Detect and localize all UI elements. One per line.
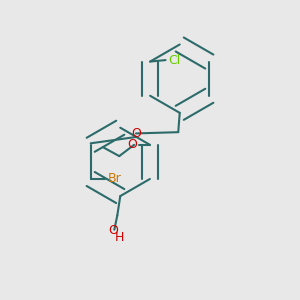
Text: O: O bbox=[131, 127, 141, 140]
Text: O: O bbox=[108, 224, 118, 237]
Text: H: H bbox=[115, 231, 124, 244]
Text: Br: Br bbox=[108, 172, 122, 185]
Text: Cl: Cl bbox=[169, 54, 181, 67]
Text: O: O bbox=[127, 138, 137, 151]
